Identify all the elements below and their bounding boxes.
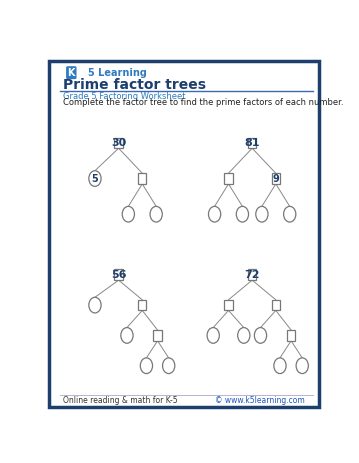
FancyBboxPatch shape: [115, 138, 123, 148]
FancyBboxPatch shape: [248, 269, 256, 280]
Text: K: K: [67, 68, 75, 78]
Circle shape: [140, 358, 153, 374]
FancyBboxPatch shape: [224, 300, 233, 311]
Text: 72: 72: [244, 270, 260, 280]
Circle shape: [236, 206, 248, 222]
Text: Prime factor trees: Prime factor trees: [63, 78, 206, 92]
Text: Grade 5 Factoring Worksheet: Grade 5 Factoring Worksheet: [63, 93, 186, 101]
Circle shape: [274, 358, 286, 374]
Circle shape: [150, 206, 162, 222]
Circle shape: [121, 328, 133, 343]
Circle shape: [89, 171, 101, 187]
Circle shape: [296, 358, 308, 374]
FancyBboxPatch shape: [224, 173, 233, 184]
Circle shape: [238, 328, 250, 343]
Circle shape: [163, 358, 175, 374]
Circle shape: [207, 328, 219, 343]
FancyBboxPatch shape: [287, 330, 295, 341]
FancyBboxPatch shape: [272, 300, 280, 311]
Text: Online reading & math for K-5: Online reading & math for K-5: [63, 396, 178, 405]
Text: 30: 30: [111, 138, 126, 148]
Circle shape: [209, 206, 221, 222]
FancyBboxPatch shape: [138, 300, 146, 311]
FancyBboxPatch shape: [272, 173, 280, 184]
Circle shape: [122, 206, 135, 222]
Circle shape: [256, 206, 268, 222]
Text: 5 Learning: 5 Learning: [88, 68, 147, 78]
FancyBboxPatch shape: [138, 173, 146, 184]
Circle shape: [255, 328, 267, 343]
Text: Complete the factor tree to find the prime factors of each number.: Complete the factor tree to find the pri…: [63, 98, 344, 107]
FancyBboxPatch shape: [153, 330, 162, 341]
Text: 81: 81: [244, 138, 260, 148]
FancyBboxPatch shape: [248, 138, 256, 148]
FancyBboxPatch shape: [115, 269, 123, 280]
Text: © www.k5learning.com: © www.k5learning.com: [215, 396, 305, 405]
Circle shape: [89, 297, 101, 313]
Text: 56: 56: [111, 270, 126, 280]
Text: 9: 9: [272, 174, 279, 183]
Circle shape: [284, 206, 296, 222]
Text: 5: 5: [92, 174, 98, 183]
